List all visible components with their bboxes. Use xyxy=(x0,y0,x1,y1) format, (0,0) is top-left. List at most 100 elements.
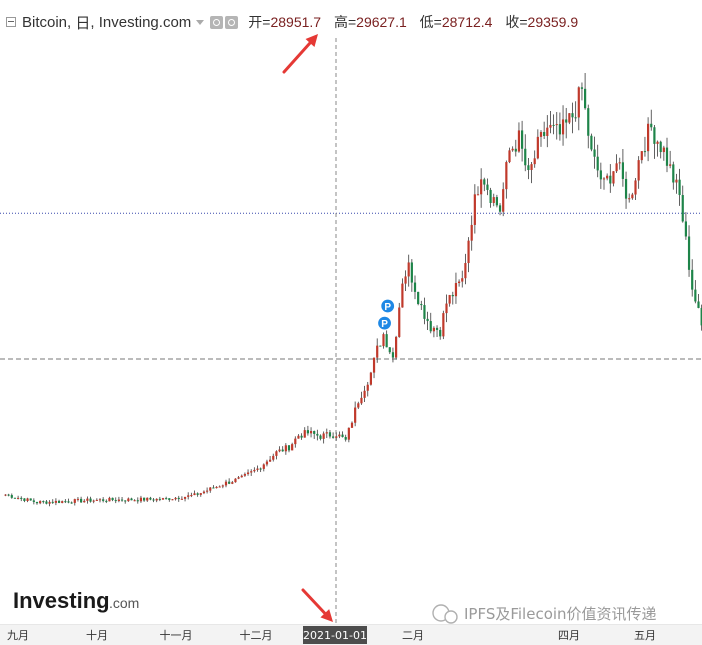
candle xyxy=(662,145,665,161)
candle xyxy=(401,278,404,308)
candle xyxy=(133,499,136,502)
candle xyxy=(691,259,694,297)
candle xyxy=(114,497,117,504)
chart-legend: Bitcoin, 日, Investing.com 开=28951.7 高=29… xyxy=(6,13,587,32)
candle xyxy=(647,117,650,162)
candle xyxy=(643,136,647,157)
candle xyxy=(196,492,199,497)
gear-icon[interactable] xyxy=(225,15,239,29)
candle xyxy=(602,177,606,190)
candle xyxy=(127,497,130,502)
candle xyxy=(571,102,574,134)
candle xyxy=(344,434,347,442)
candle xyxy=(80,496,83,504)
candle xyxy=(517,122,521,153)
candle xyxy=(341,431,344,438)
event-marker[interactable]: P xyxy=(376,315,393,331)
candle xyxy=(546,115,549,148)
candle xyxy=(615,154,618,173)
candlestick-series xyxy=(4,72,702,507)
event-markers[interactable]: PP xyxy=(376,298,396,331)
price-level-lines xyxy=(0,212,702,360)
candle xyxy=(521,120,524,162)
candle xyxy=(527,157,530,180)
candle xyxy=(284,443,287,455)
candle xyxy=(199,492,202,497)
collapse-icon[interactable] xyxy=(6,17,16,27)
candle xyxy=(61,500,64,504)
candle xyxy=(316,429,319,441)
candle xyxy=(117,496,120,503)
candle xyxy=(498,203,502,216)
candle xyxy=(325,428,328,439)
candle xyxy=(697,294,700,309)
candle xyxy=(606,173,609,181)
candle xyxy=(552,114,555,135)
candle xyxy=(634,177,637,200)
candle xyxy=(653,124,656,159)
candle xyxy=(218,485,221,488)
candle xyxy=(536,129,539,160)
candle xyxy=(448,294,451,307)
candle xyxy=(4,494,7,497)
candle xyxy=(505,160,508,199)
candle xyxy=(76,497,80,502)
candle xyxy=(435,325,439,338)
candle xyxy=(206,487,209,494)
candle xyxy=(275,450,278,460)
candle xyxy=(574,101,577,122)
wechat-icon-bubble xyxy=(444,610,458,624)
candle xyxy=(372,357,376,379)
candle xyxy=(155,498,158,503)
candle xyxy=(445,294,448,323)
candle xyxy=(228,478,231,485)
candle xyxy=(190,492,193,498)
x-tick-label: 二月 xyxy=(402,629,424,642)
candle xyxy=(558,112,561,141)
candle xyxy=(432,326,435,338)
eye-icon[interactable] xyxy=(210,15,224,29)
candle xyxy=(143,497,146,502)
candle xyxy=(464,253,467,285)
candle xyxy=(240,474,243,478)
candle xyxy=(568,113,571,125)
x-tick-label: 十二月 xyxy=(240,628,273,642)
candle xyxy=(152,497,155,503)
candle xyxy=(391,347,395,363)
candle xyxy=(587,104,590,149)
candle xyxy=(354,401,357,427)
close-value: 29359.9 xyxy=(527,14,579,30)
candle xyxy=(313,430,316,439)
x-tick-label: 九月 xyxy=(7,629,29,642)
candle xyxy=(470,215,473,251)
candle xyxy=(672,161,675,190)
candle xyxy=(86,496,89,504)
candle xyxy=(388,347,391,355)
chevron-down-icon[interactable] xyxy=(196,19,205,25)
data-source: Investing.com xyxy=(98,13,192,31)
candle xyxy=(665,137,669,173)
candle xyxy=(650,109,653,131)
watermark-suffix: .com xyxy=(109,595,139,611)
candle xyxy=(234,478,237,483)
candle xyxy=(426,311,429,330)
candle xyxy=(300,433,303,440)
candle xyxy=(398,302,401,338)
candle xyxy=(565,107,568,139)
candle xyxy=(347,427,350,443)
candle xyxy=(335,432,338,441)
candle xyxy=(303,427,306,438)
candle xyxy=(328,430,332,439)
open-value: 28951.7 xyxy=(270,14,322,30)
candle xyxy=(48,500,51,507)
candle xyxy=(212,485,215,489)
candle xyxy=(363,385,366,402)
candle xyxy=(98,498,102,503)
candle xyxy=(357,401,360,410)
candle xyxy=(246,469,250,476)
open-label: 开= xyxy=(248,14,271,30)
candle xyxy=(454,272,458,304)
candle xyxy=(467,237,470,273)
event-marker[interactable]: P xyxy=(380,298,396,314)
